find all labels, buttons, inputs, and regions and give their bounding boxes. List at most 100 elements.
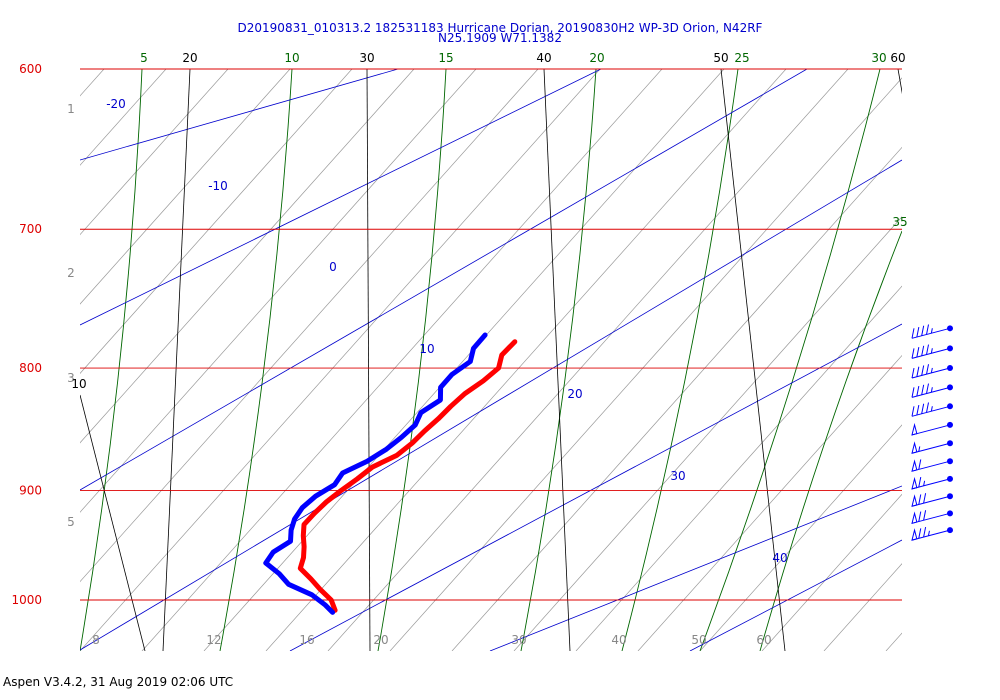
wind-barb-staff — [911, 460, 951, 472]
temperature-profile-line — [297, 339, 518, 613]
wind-barb-feather — [918, 494, 922, 505]
wind-barb-half-feather — [918, 446, 921, 452]
wind-barb-feather — [916, 366, 920, 377]
bottom-temperature-label: 12 — [206, 633, 221, 647]
wind-barb-staff — [911, 367, 951, 379]
wind-barb-pennant — [911, 494, 918, 507]
isotherm-label: 20 — [182, 51, 197, 65]
isotherm-label: 30 — [359, 51, 374, 65]
wind-barb-pennant — [911, 441, 918, 454]
dry-adiabat-line — [80, 69, 229, 236]
dry-adiabat-line — [80, 69, 167, 166]
wind-barb-feather — [916, 385, 920, 397]
dry-adiabat-line — [80, 69, 539, 583]
dry-adiabat-line — [575, 285, 902, 651]
wind-barb-staff — [911, 424, 951, 436]
wind-barb — [911, 475, 953, 490]
wind-barb — [911, 344, 953, 359]
wind-barb — [911, 510, 953, 525]
wind-barbs — [911, 324, 953, 541]
moist-adiabat-line — [759, 230, 902, 651]
wind-barb-feather — [911, 328, 915, 339]
isotherm-line — [720, 69, 786, 651]
mixing-ratio-label: -10 — [208, 179, 228, 193]
footer-version-text: Aspen V3.4.2, 31 Aug 2019 02:06 UTC — [3, 675, 234, 689]
wind-barb-staff — [911, 529, 951, 541]
bottom-temperature-label: 16 — [299, 633, 314, 647]
dry-adiabat-line — [885, 632, 902, 651]
dry-adiabat-line — [451, 146, 902, 651]
dry-adiabat-line — [80, 69, 415, 444]
isobar-tick-label: 700 — [19, 222, 42, 236]
bottom-temperature-label: 8 — [92, 633, 100, 647]
chart-subtitle: N25.1909 W71.1382 — [438, 31, 562, 45]
dry-adiabat-line — [80, 69, 601, 651]
wind-barb-feather — [916, 346, 920, 358]
mixing-ratio-label: 20 — [567, 387, 582, 401]
moist-adiabat-line — [80, 69, 143, 651]
height-label: 3 — [67, 371, 75, 385]
wind-barb-half-feather — [930, 367, 933, 374]
wind-barb-half-feather — [930, 348, 933, 354]
isobar-tick-label: 1000 — [11, 593, 42, 607]
mixing-ratio-label: 30 — [670, 469, 685, 483]
wind-barb-feather — [921, 384, 925, 395]
mixing-ratio-label: 10 — [419, 342, 434, 356]
bottom-temperature-label: 40 — [611, 633, 626, 647]
wind-barb-feather — [911, 348, 915, 359]
wind-barb — [911, 364, 953, 379]
dry-adiabat-line — [948, 69, 1000, 651]
wind-barb — [911, 383, 953, 398]
wind-barb-feather — [921, 345, 925, 356]
isobar-tick-label: 900 — [19, 483, 42, 497]
height-label: 2 — [67, 266, 75, 280]
isotherm-line — [80, 394, 146, 651]
mixing-ratio-line — [80, 69, 399, 161]
bottom-temperature-label: 30 — [511, 633, 526, 647]
wind-barb-feather — [918, 511, 922, 522]
chart-title: D20190831_010313.2 182531183 Hurricane D… — [237, 21, 763, 35]
bottom-temperature-label: 50 — [691, 633, 706, 647]
wind-barb-staff — [911, 478, 951, 490]
dry-adiabat-line — [389, 77, 902, 651]
wind-barb-feather — [923, 526, 927, 538]
mixing-ratio-lines — [80, 69, 902, 651]
wind-barb-feather — [911, 406, 915, 417]
moist-adiabat-line — [219, 69, 293, 651]
mixing-ratio-label: -20 — [106, 97, 126, 111]
moist-adiabat-line — [520, 69, 597, 651]
wind-barb-half-feather — [923, 480, 926, 486]
wind-barb-feather — [926, 344, 929, 355]
wind-barb-feather — [923, 510, 927, 521]
wind-barb — [911, 526, 953, 541]
dry-adiabat-line — [0, 69, 42, 651]
wind-barb — [911, 440, 953, 454]
wind-barb-pennant — [911, 511, 918, 525]
height-label: 5 — [67, 515, 75, 529]
wind-barb — [911, 421, 953, 436]
wind-barb-feather — [926, 364, 929, 375]
wind-barb-staff — [911, 347, 951, 359]
dewpoint-profile-line — [263, 332, 488, 615]
wind-barb-feather — [921, 403, 925, 414]
dry-adiabat-line — [761, 493, 902, 651]
wind-barb — [911, 493, 953, 507]
dry-adiabat-line — [823, 563, 902, 651]
wind-barb — [911, 324, 953, 339]
dry-adiabat-line — [141, 69, 663, 651]
wind-barb-feather — [921, 365, 925, 376]
wind-barb-feather — [918, 476, 922, 488]
wind-barb-staff — [911, 495, 951, 507]
moist-adiabat-label: 15 — [438, 51, 453, 65]
moist-adiabat-label: 35 — [892, 215, 907, 229]
wind-barb-half-feather — [930, 387, 933, 393]
wind-barb-staff — [911, 386, 951, 398]
bottom-temperature-label: 20 — [373, 633, 388, 647]
wind-barb-feather — [911, 387, 915, 398]
dry-adiabat-line — [699, 424, 902, 651]
moist-adiabat-label: 5 — [140, 51, 148, 65]
wind-barb — [911, 458, 953, 472]
wind-barb-feather — [921, 325, 925, 336]
wind-barb-feather — [923, 493, 927, 504]
